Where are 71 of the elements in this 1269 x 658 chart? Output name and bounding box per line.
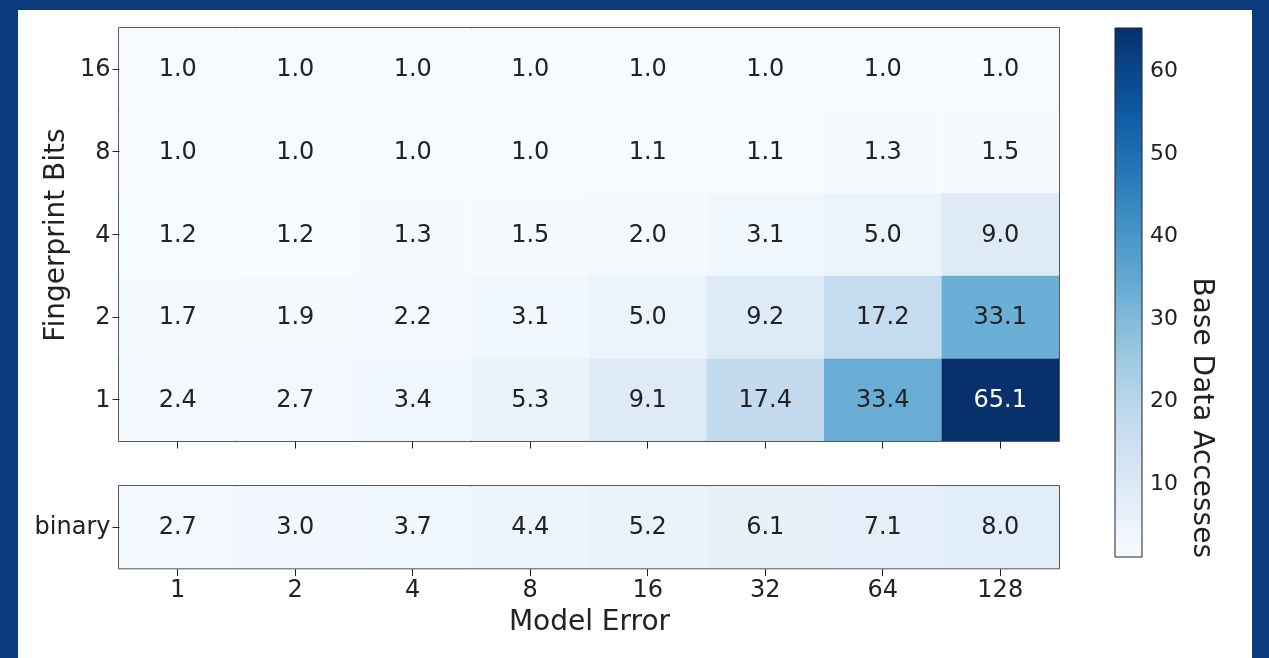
x-tick-label: 4 — [405, 575, 421, 604]
color-bar-title: Base Data Accesses — [1187, 277, 1220, 558]
data-label: 9.2 — [746, 302, 785, 331]
data-label: 2.7 — [276, 384, 315, 413]
data-label: 1.0 — [628, 54, 667, 83]
x-tick-label: 32 — [749, 575, 781, 604]
color-bar-label: 10 — [1150, 469, 1178, 495]
data-label: 9.1 — [628, 384, 667, 413]
data-label: 4.4 — [511, 512, 550, 541]
data-label: 1.0 — [158, 136, 197, 165]
color-bar-label: 40 — [1150, 222, 1178, 248]
data-label: 2.0 — [628, 219, 667, 248]
y-tick-label: 4 — [95, 219, 111, 248]
data-label: 8.0 — [981, 512, 1020, 541]
data-label: 65.1 — [973, 384, 1027, 413]
data-label: 1.2 — [276, 219, 315, 248]
data-label: 3.1 — [511, 302, 550, 331]
data-label: 1.1 — [746, 136, 785, 165]
data-label: 17.4 — [738, 384, 792, 413]
data-label: 1.7 — [158, 302, 197, 331]
data-label: 5.0 — [628, 302, 667, 331]
data-label: 2.7 — [158, 512, 197, 541]
data-label: 3.1 — [746, 219, 785, 248]
y-tick-label: 2 — [95, 302, 111, 331]
color-bar-label: 50 — [1150, 139, 1178, 165]
data-label: 1.0 — [393, 54, 432, 83]
color-bar-label: 60 — [1150, 57, 1178, 83]
data-label: 1.9 — [276, 302, 315, 331]
data-label: 17.2 — [856, 302, 910, 331]
y-tick-label: 8 — [95, 136, 111, 165]
y-tick-label: binary — [34, 512, 111, 541]
x-tick-label: 64 — [867, 575, 899, 604]
data-label: 1.0 — [981, 54, 1020, 83]
data-label: 1.5 — [511, 219, 550, 248]
data-label: 1.0 — [863, 54, 902, 83]
data-label: 1.0 — [158, 54, 197, 83]
data-label: 9.0 — [981, 219, 1020, 248]
data-label: 1.0 — [746, 54, 785, 83]
data-label: 7.1 — [863, 512, 902, 541]
x-tick-label: 2 — [287, 575, 303, 604]
color-bar-label: 20 — [1150, 387, 1178, 413]
data-label: 33.4 — [856, 384, 910, 413]
data-label: 1.0 — [393, 136, 432, 165]
x-axis-title: Model Error — [508, 604, 671, 638]
data-label: 2.2 — [393, 302, 432, 331]
data-label: 5.0 — [863, 219, 902, 248]
data-label: 1.2 — [158, 219, 197, 248]
data-label: 1.0 — [511, 54, 550, 83]
data-label: 3.4 — [393, 384, 432, 413]
data-label: 2.4 — [158, 384, 197, 413]
y-tick-label: 16 — [79, 54, 111, 83]
x-tick-label: 8 — [522, 575, 538, 604]
x-tick-label: 128 — [977, 575, 1024, 604]
data-label: 1.1 — [628, 136, 667, 165]
data-label: 5.2 — [628, 512, 667, 541]
data-label: 3.7 — [393, 512, 432, 541]
color-bar-label: 30 — [1150, 304, 1178, 330]
x-tick-label: 1 — [170, 575, 186, 604]
data-label: 1.5 — [981, 136, 1020, 165]
data-label: 1.3 — [393, 219, 432, 248]
data-label: 6.1 — [746, 512, 785, 541]
x-tick-label: 16 — [632, 575, 664, 604]
data-label: 1.0 — [511, 136, 550, 165]
data-label: 1.0 — [276, 136, 315, 165]
data-label: 5.3 — [511, 384, 550, 413]
data-label: 1.3 — [863, 136, 902, 165]
y-tick-label: 1 — [95, 384, 111, 413]
data-label: 33.1 — [973, 302, 1027, 331]
y-axis-title: Fingerprint Bits — [37, 128, 71, 342]
data-label: 1.0 — [276, 54, 315, 83]
data-label: 3.0 — [276, 512, 315, 541]
